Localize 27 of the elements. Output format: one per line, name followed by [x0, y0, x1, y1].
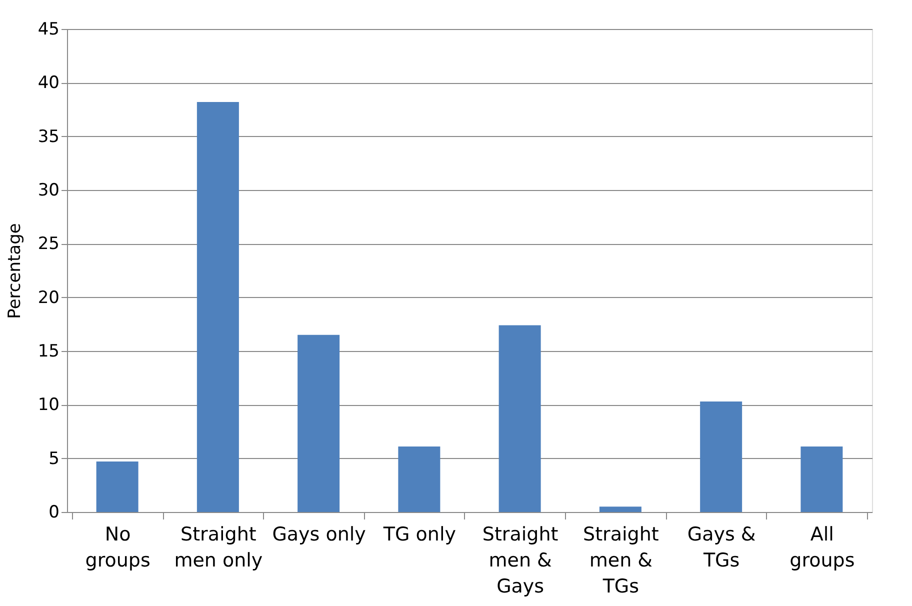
bar: [498, 325, 541, 512]
bar: [800, 446, 843, 512]
y-axis-title: Percentage: [4, 223, 25, 319]
y-tick-label: 25: [38, 234, 60, 254]
x-tick-label: All groups: [790, 524, 855, 572]
x-tick-label: No groups: [85, 524, 150, 572]
x-tick-label: Straight men only: [174, 524, 263, 572]
bar: [700, 401, 742, 512]
y-tick-label: 20: [38, 288, 60, 308]
y-tick-label: 5: [48, 448, 60, 469]
y-tick-label: 45: [38, 20, 60, 40]
bar: [298, 334, 340, 512]
x-tick-label: Gays only: [272, 524, 366, 546]
bar: [96, 462, 138, 512]
x-tick-label: Straight men & Gays: [482, 524, 558, 598]
x-tick-label: Gays & TGs: [687, 524, 756, 572]
bar: [196, 102, 239, 512]
y-tick-label: 30: [38, 180, 60, 200]
y-tick-label: 35: [38, 126, 60, 147]
bar: [599, 506, 642, 512]
x-tick-label: TG only: [382, 524, 456, 546]
y-tick-label: 10: [38, 395, 60, 416]
y-tick-label: 15: [38, 342, 60, 362]
x-tick-label: Straight men & TGs: [583, 524, 659, 598]
y-tick-label: 40: [38, 73, 60, 94]
y-tick-label: 0: [48, 502, 60, 522]
bar: [398, 446, 440, 512]
